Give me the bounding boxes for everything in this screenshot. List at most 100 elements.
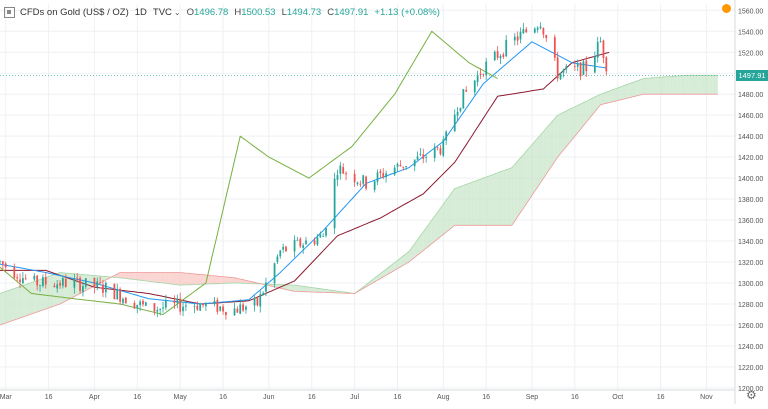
candle-body bbox=[116, 289, 118, 299]
cloud-segment bbox=[458, 187, 461, 226]
candle-body bbox=[73, 279, 75, 288]
candle-body bbox=[540, 27, 542, 29]
candle-body bbox=[560, 73, 562, 79]
candle-body bbox=[522, 29, 524, 33]
x-tick-label: Nov bbox=[700, 394, 713, 401]
candle-body bbox=[162, 308, 164, 309]
last-price-label: 1497.91 bbox=[736, 70, 768, 81]
cloud-segment bbox=[31, 282, 34, 314]
cloud-segment bbox=[483, 177, 486, 225]
candle-body bbox=[216, 300, 218, 312]
cloud-segment bbox=[515, 161, 518, 221]
candle-body bbox=[465, 90, 467, 91]
cloud-segment bbox=[578, 104, 581, 133]
cloud-segment bbox=[646, 78, 649, 94]
candle-body bbox=[379, 171, 381, 173]
y-tick-label: 1320.00 bbox=[738, 260, 763, 267]
candle-body bbox=[462, 89, 464, 108]
cloud-segment bbox=[686, 75, 689, 94]
candle-body bbox=[422, 154, 424, 158]
candle-body bbox=[145, 302, 147, 305]
cloud-segment bbox=[500, 171, 503, 226]
candle-body bbox=[322, 236, 324, 237]
gear-icon[interactable]: ⚙ bbox=[746, 389, 757, 401]
cloud-segment bbox=[632, 82, 635, 97]
candle-body bbox=[440, 148, 442, 154]
y-tick-label: 1560.00 bbox=[738, 8, 763, 15]
cloud-segment bbox=[49, 276, 52, 308]
cloud-segment bbox=[452, 189, 455, 228]
candle-body bbox=[254, 298, 256, 305]
open-value: 1496.78 bbox=[194, 7, 228, 18]
candle-body bbox=[420, 154, 422, 155]
candle-body bbox=[134, 303, 136, 308]
cloud-segment bbox=[214, 276, 217, 284]
cloud-segment bbox=[689, 75, 692, 94]
symbol-name[interactable]: CFDs on Gold (US$ / OZ) bbox=[20, 7, 129, 18]
candle-body bbox=[314, 241, 316, 244]
cloud-segment bbox=[157, 273, 160, 283]
cloud-segment bbox=[612, 89, 615, 102]
candle-body bbox=[434, 147, 436, 158]
cloud-segment bbox=[123, 273, 126, 279]
cloud-segment bbox=[709, 75, 712, 94]
candle-body bbox=[514, 37, 516, 41]
change-value: +1.13 (+0.08%) bbox=[374, 7, 440, 18]
cloud-segment bbox=[518, 158, 521, 217]
x-tick-label: Oct bbox=[612, 394, 623, 401]
cloud-segment bbox=[189, 273, 192, 284]
x-tick-label: 16 bbox=[571, 394, 579, 401]
cloud-segment bbox=[140, 273, 143, 281]
cloud-segment bbox=[546, 125, 549, 174]
x-tick-label: 16 bbox=[219, 394, 227, 401]
close-value: 1497.91 bbox=[334, 7, 368, 18]
candle-body bbox=[605, 57, 607, 71]
candle-body bbox=[345, 173, 347, 174]
x-tick-label: May bbox=[174, 394, 188, 401]
cloud-segment bbox=[166, 273, 169, 284]
cloud-segment bbox=[638, 80, 641, 96]
candle-body bbox=[257, 297, 259, 305]
orange-dot-icon[interactable] bbox=[722, 4, 731, 13]
cloud-segment bbox=[652, 78, 655, 95]
candle-body bbox=[125, 298, 127, 304]
interval-label[interactable]: 1D bbox=[135, 7, 147, 18]
cloud-segment bbox=[506, 169, 509, 226]
cloud-segment bbox=[521, 155, 524, 213]
candle-body bbox=[25, 278, 27, 279]
cloud-segment bbox=[615, 88, 618, 101]
y-tick-label: 1520.00 bbox=[738, 50, 763, 57]
candle-body bbox=[502, 55, 504, 57]
cloud-segment bbox=[603, 92, 606, 104]
candle-body bbox=[417, 156, 419, 159]
cloud-segment bbox=[535, 138, 538, 191]
x-tick-label: 16 bbox=[45, 394, 53, 401]
candle-body bbox=[474, 81, 476, 93]
candle-body bbox=[16, 277, 18, 278]
y-tick-label: 1420.00 bbox=[738, 155, 763, 162]
cloud-segment bbox=[629, 83, 632, 98]
chevron-down-icon[interactable]: ⌄ bbox=[174, 8, 181, 17]
chikou-line bbox=[0, 31, 498, 314]
candle-body bbox=[597, 42, 599, 58]
candle-body bbox=[274, 263, 276, 283]
candle-body bbox=[359, 184, 361, 185]
candle-body bbox=[139, 302, 141, 306]
cloud-segment bbox=[698, 75, 701, 94]
candle-body bbox=[425, 157, 427, 158]
cloud-segment bbox=[706, 75, 709, 94]
candle-body bbox=[165, 300, 167, 307]
candle-body bbox=[299, 239, 301, 247]
y-tick-label: 1440.00 bbox=[738, 134, 763, 141]
low-value: 1494.73 bbox=[287, 7, 321, 18]
cloud-segment bbox=[606, 91, 609, 103]
square-icon[interactable] bbox=[4, 7, 15, 18]
cloud-segment bbox=[581, 103, 584, 130]
cloud-segment bbox=[623, 85, 626, 99]
candle-body bbox=[565, 66, 567, 69]
cloud-segment bbox=[523, 151, 526, 208]
candle-body bbox=[105, 283, 107, 293]
candle-body bbox=[485, 62, 487, 76]
